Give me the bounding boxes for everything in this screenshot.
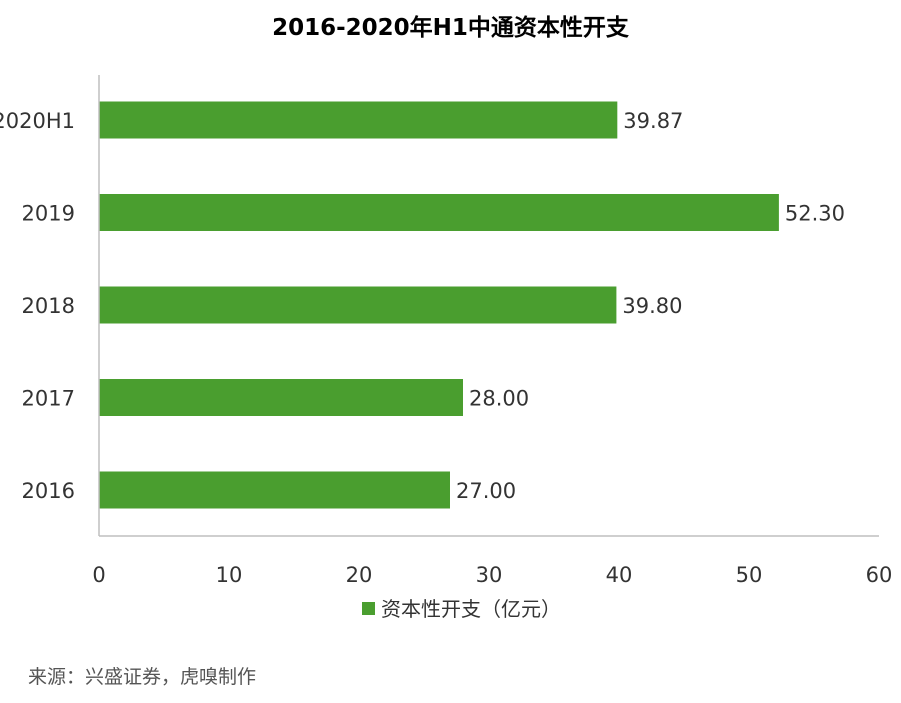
- x-tick-label-60: 60: [866, 563, 893, 587]
- category-label-2017: 2017: [22, 387, 75, 411]
- bar-2020H1: [99, 101, 618, 139]
- x-tick-label-20: 20: [346, 563, 373, 587]
- chart-title: 2016-2020年H1中通资本性开支: [272, 15, 629, 41]
- bar-2018: [99, 286, 617, 324]
- value-label-2019: 52.30: [785, 202, 845, 226]
- x-tick-label-30: 30: [476, 563, 503, 587]
- category-label-2019: 2019: [22, 202, 75, 226]
- legend-label: 资本性开支（亿元）: [381, 597, 561, 621]
- x-tick-label-10: 10: [216, 563, 243, 587]
- value-label-2016: 27.00: [456, 479, 516, 503]
- value-label-2020H1: 39.87: [623, 109, 683, 133]
- bar-2016: [99, 471, 450, 509]
- bar-2019: [99, 194, 779, 231]
- value-label-2018: 39.80: [622, 294, 682, 318]
- x-tick-label-50: 50: [736, 563, 763, 587]
- x-tick-label-0: 0: [92, 563, 105, 587]
- category-label-2016: 2016: [22, 479, 75, 503]
- value-label-2017: 28.00: [469, 387, 529, 411]
- source-note: 来源：兴盛证券，虎嗅制作: [28, 666, 257, 688]
- bar-2017: [99, 379, 463, 416]
- legend-swatch: [362, 602, 375, 615]
- category-label-2018: 2018: [22, 294, 75, 318]
- x-tick-label-40: 40: [606, 563, 633, 587]
- category-label-2020H1: 2020H1: [0, 109, 75, 133]
